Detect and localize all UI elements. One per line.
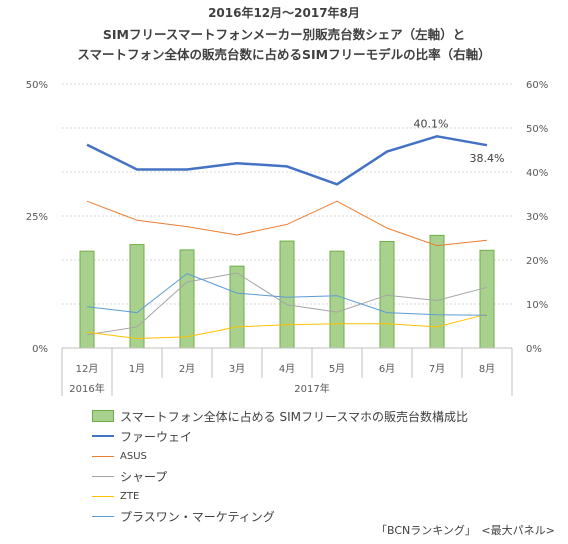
x-axis-tick-label: 8月: [479, 363, 495, 375]
legend-label-plusone: プラスワン・マーケティング: [120, 509, 275, 524]
right-axis-tick-label: 60%: [526, 80, 548, 91]
chart-title-period: 2016年12月〜2017年8月: [208, 6, 360, 20]
right-axis-tick-label: 10%: [526, 300, 548, 311]
bar: [229, 265, 245, 349]
legend-item-asus: ASUS: [92, 446, 468, 466]
right-axis-tick-label: 20%: [526, 256, 548, 267]
legend-label-huawei: ファーウェイ: [120, 429, 193, 444]
legend-label-asus: ASUS: [120, 450, 147, 462]
legend-swatch-zte: [92, 495, 114, 497]
series-line-1: [86, 200, 488, 247]
chart-title-main: SIMフリースマートフォンメーカー別販売台数シェア（左軸）と: [102, 27, 466, 42]
right-axis-tick-label: 50%: [526, 124, 548, 135]
bar: [279, 240, 295, 349]
right-axis-tick-label: 0%: [526, 344, 542, 355]
data-label: 40.1%: [414, 117, 449, 130]
bar: [79, 250, 95, 349]
legend-swatch-bar: [92, 410, 114, 422]
legend-item-plusone: プラスワン・マーケティング: [92, 506, 468, 526]
x-axis-tick-label: 7月: [429, 363, 445, 375]
x-axis-tick-label: 2月: [179, 363, 195, 375]
x-axis-tick-label: 5月: [329, 363, 345, 375]
x-axis-tick-label: 1月: [129, 363, 145, 375]
legend-label-zte: ZTE: [120, 490, 140, 502]
series-line-0: [86, 135, 488, 186]
legend-label-sim-share: スマートフォン全体に占める SIMフリースマホの販売台数構成比: [120, 409, 469, 424]
right-axis-tick-label: 30%: [526, 212, 548, 223]
series-line-4: [86, 273, 488, 316]
legend-item-sharp: シャープ: [92, 466, 468, 486]
right-axis-tick-label: 40%: [526, 168, 548, 179]
left-axis-tick-label: 0%: [32, 344, 48, 355]
x-axis-tick-label: 3月: [229, 363, 245, 375]
left-axis-tick-label: 25%: [26, 212, 48, 223]
legend-swatch-plusone: [92, 515, 114, 517]
legend-swatch-sharp: [92, 475, 114, 477]
left-axis-tick-label: 50%: [26, 80, 48, 91]
chart-legend: スマートフォン全体に占める SIMフリースマホの販売台数構成比 ファーウェイ A…: [92, 406, 468, 526]
legend-item-zte: ZTE: [92, 486, 468, 506]
legend-swatch-asus: [92, 455, 114, 457]
legend-swatch-huawei: [92, 435, 114, 437]
legend-item-sim-share: スマートフォン全体に占める SIMフリースマホの販売台数構成比: [92, 406, 468, 426]
chart-title-sub: スマートフォン全体の販売台数に占めるSIMフリーモデルの比率（右軸）: [77, 47, 491, 62]
bar: [429, 234, 445, 349]
x-axis-group-label: 2016年: [69, 382, 104, 395]
data-label: 38.4%: [470, 152, 505, 165]
x-axis-tick-label: 4月: [279, 363, 295, 375]
x-axis-tick-label: 6月: [379, 363, 395, 375]
bar: [479, 249, 495, 349]
bar: [129, 244, 145, 349]
source-note: 「BCNランキング」 <最大パネル>: [376, 524, 555, 537]
legend-item-huawei: ファーウェイ: [92, 426, 468, 446]
bar: [179, 249, 195, 349]
bar: [329, 250, 345, 349]
x-axis-group-label: 2017年: [294, 382, 329, 395]
x-axis-tick-label: 12月: [76, 363, 99, 375]
series-line-3: [86, 313, 488, 339]
series-line-2: [86, 272, 488, 336]
legend-label-sharp: シャープ: [120, 469, 168, 484]
